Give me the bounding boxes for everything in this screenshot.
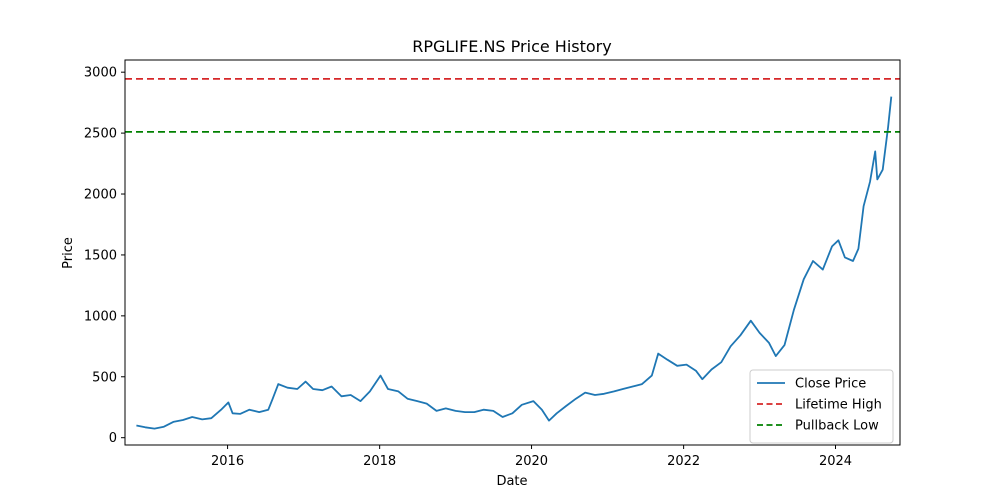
- legend-box: [749, 369, 894, 444]
- legend-label-close-price: Close Price: [795, 377, 866, 392]
- y-tick-label: 2500: [84, 127, 117, 142]
- chart-title: RPGLIFE.NS Price History: [412, 37, 611, 56]
- y-tick-label: 2000: [84, 188, 117, 203]
- legend-label-pullback-low: Pullback Low: [795, 419, 879, 434]
- axes-frame: [124, 59, 901, 446]
- legend-label-lifetime-high: Lifetime High: [795, 398, 882, 413]
- close-price-line: [136, 96, 893, 430]
- x-tick-label: 2018: [363, 454, 396, 469]
- y-tick-label: 1500: [84, 248, 117, 263]
- y-tick-label: 3000: [84, 66, 117, 81]
- x-tick-label: 2020: [515, 454, 548, 469]
- legend: Close Price Lifetime High Pullback Low: [749, 369, 894, 444]
- x-tick-label: 2022: [667, 454, 700, 469]
- x-tick-label: 2024: [819, 454, 852, 469]
- plot-area: [125, 77, 900, 430]
- axis-ticks: 2016 2018 2020 2022 2024 0 500 1000 1500 2000 2500…: [84, 66, 852, 469]
- y-tick-label: 0: [109, 431, 117, 446]
- x-axis-title: Date: [496, 474, 527, 489]
- y-tick-label: 1000: [84, 309, 117, 324]
- x-tick-label: 2016: [211, 454, 244, 469]
- y-axis-title: Price: [61, 237, 76, 269]
- y-tick-label: 500: [92, 370, 117, 385]
